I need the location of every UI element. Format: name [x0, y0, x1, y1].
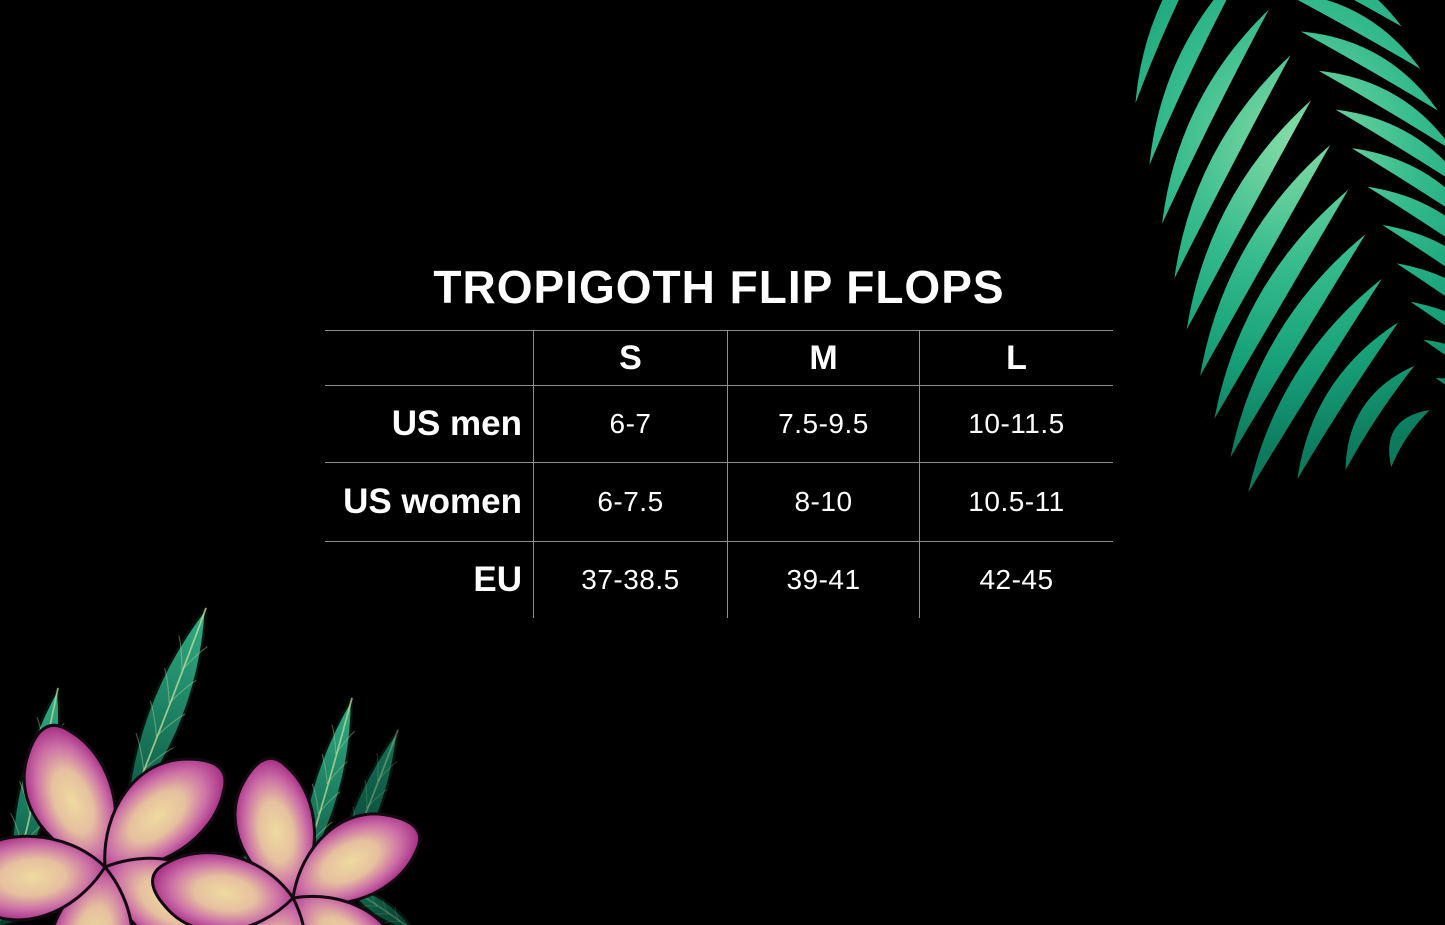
- cell-eu-l: 42-45: [919, 541, 1113, 618]
- page-title: TROPIGOTH FLIP FLOPS: [433, 261, 1005, 313]
- column-header-s: S: [533, 330, 727, 385]
- column-header-l: L: [919, 330, 1113, 385]
- cell-us-men-m: 7.5-9.5: [727, 385, 919, 462]
- size-chart-table: S M L US men 6-7 7.5-9.5 10-11.5 US wome…: [325, 330, 1113, 618]
- plumeria-flowers-illustration: [0, 606, 422, 925]
- corner-cell: [325, 330, 533, 385]
- row-label-us-men: US men: [325, 385, 533, 462]
- cell-us-women-s: 6-7.5: [533, 462, 727, 541]
- cell-us-women-m: 8-10: [727, 462, 919, 541]
- cell-us-men-s: 6-7: [533, 385, 727, 462]
- row-label-us-women: US women: [325, 462, 533, 541]
- palm-frond-illustration: [1132, 0, 1445, 500]
- column-header-m: M: [727, 330, 919, 385]
- cell-eu-m: 39-41: [727, 541, 919, 618]
- row-label-eu: EU: [325, 541, 533, 618]
- cell-us-men-l: 10-11.5: [919, 385, 1113, 462]
- cell-eu-s: 37-38.5: [533, 541, 727, 618]
- cell-us-women-l: 10.5-11: [919, 462, 1113, 541]
